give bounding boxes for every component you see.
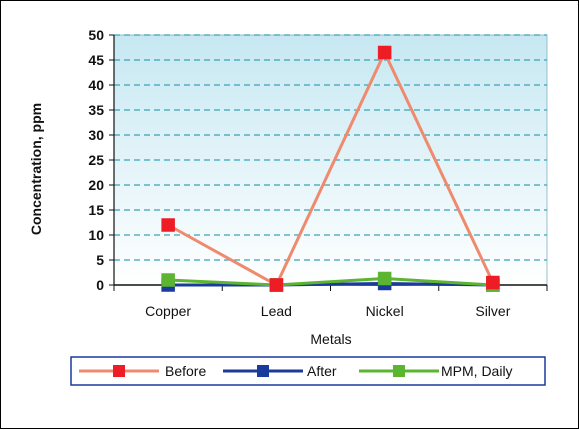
y-tick-label: 10: [88, 227, 104, 243]
y-tick-label: 40: [88, 77, 104, 93]
data-point: [377, 271, 392, 286]
x-tick-label: Lead: [261, 303, 292, 319]
data-point: [161, 218, 175, 232]
series-line: [168, 282, 493, 287]
y-tick-label: 30: [88, 127, 104, 143]
x-tick-label: Silver: [475, 303, 510, 319]
y-tick-label: 35: [88, 102, 104, 118]
y-tick-label: 50: [88, 27, 104, 43]
data-point: [269, 278, 284, 292]
legend-swatch-marker: [393, 365, 405, 377]
series-line: [167, 51, 495, 287]
y-tick-label: 45: [88, 52, 104, 68]
labels: Metals Concentration, ppm: [28, 103, 352, 347]
legend-label: After: [307, 363, 337, 379]
y-tick-label: 15: [88, 202, 104, 218]
data-point: [486, 275, 500, 290]
legend-swatch-marker: [113, 365, 125, 377]
x-tick-label: Nickel: [366, 303, 404, 319]
x-tick-label: Copper: [145, 303, 191, 319]
legend-label: MPM, Daily: [441, 363, 513, 379]
x-axis-title: Metals: [310, 331, 351, 347]
y-tick-label: 20: [88, 177, 104, 193]
data-point: [377, 45, 392, 60]
legend: Before After MPM, Daily: [70, 356, 546, 386]
legend-label: Before: [165, 363, 206, 379]
y-axis-title: Concentration, ppm: [28, 103, 44, 235]
series: [161, 45, 500, 292]
series-line: [168, 277, 493, 287]
data-point: [161, 273, 175, 287]
y-tick-label: 5: [96, 252, 104, 268]
y-tick-label: 0: [96, 277, 104, 293]
y-tick-label: 25: [88, 152, 104, 168]
legend-swatch-marker: [257, 365, 269, 377]
